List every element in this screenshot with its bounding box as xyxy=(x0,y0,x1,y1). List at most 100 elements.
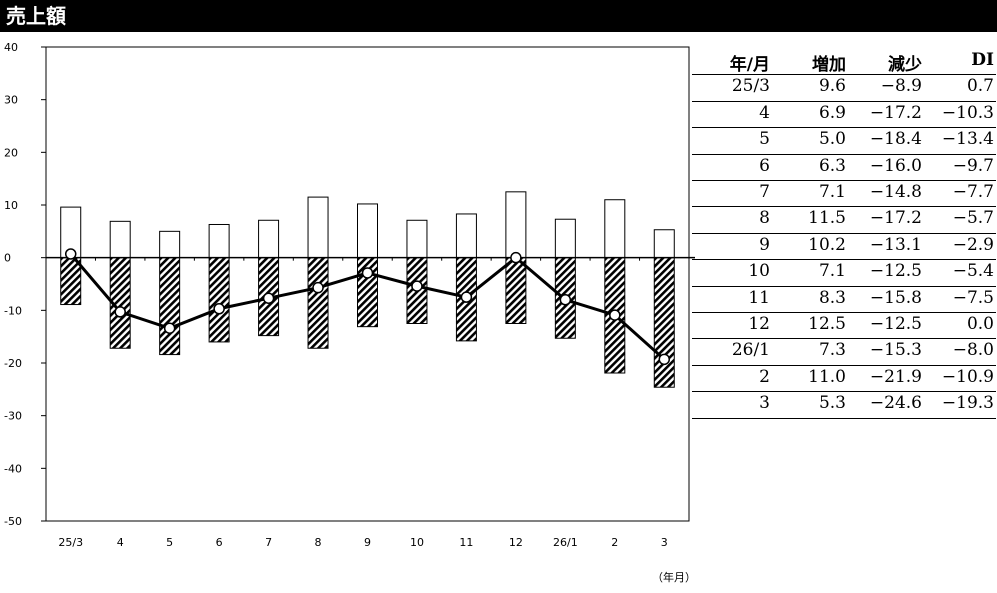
table-cell: −10.9 xyxy=(941,366,994,387)
y-axis: 40 30 20 10 0 -10 -20 -30 -40 -50 xyxy=(4,41,46,528)
x-tick-label: 4 xyxy=(117,536,124,549)
y-tick-label: 40 xyxy=(4,41,18,54)
table-row: 3 5.3 −24.6 −19.3 xyxy=(692,391,996,419)
x-tick-label: 12 xyxy=(509,536,523,549)
di-point xyxy=(114,306,126,318)
table-cell: −5.4 xyxy=(952,261,994,282)
x-tick-label: 8 xyxy=(315,536,322,549)
chart-title: 売上額 xyxy=(6,4,66,28)
table-row: 5 5.0 −18.4 −13.4 xyxy=(692,127,996,155)
table-row: 2 11.0 −21.9 −10.9 xyxy=(692,365,996,393)
table-cell: −8.0 xyxy=(952,340,994,361)
table-cell: −21.9 xyxy=(869,366,922,387)
plot-frame xyxy=(45,46,690,522)
bars xyxy=(60,191,675,388)
x-tick-label: 25/3 xyxy=(58,536,83,549)
table-header-cell: 年/月 xyxy=(729,55,770,75)
table-cell: 4 xyxy=(759,102,770,123)
table-cell: −13.4 xyxy=(941,129,994,150)
table-cell: −14.8 xyxy=(869,182,922,202)
y-tick-label: -40 xyxy=(4,462,22,475)
di-point xyxy=(658,353,671,366)
table-cell: 26/1 xyxy=(731,340,770,361)
table-cell: −19.3 xyxy=(941,393,994,414)
bar-increase xyxy=(258,219,280,259)
di-point xyxy=(559,294,572,306)
table-cell: 10 xyxy=(748,261,770,282)
y-tick-label: 10 xyxy=(4,199,18,212)
table-cell: 7.3 xyxy=(818,340,846,361)
di-point xyxy=(460,291,473,303)
y-tick-label: 20 xyxy=(4,146,18,159)
table-cell: 2 xyxy=(759,366,770,387)
table-cell: 6.9 xyxy=(818,102,846,123)
title-bar: 売上額 xyxy=(0,0,997,32)
table-cell: 5.0 xyxy=(818,129,846,150)
y-tick-label: -50 xyxy=(4,515,22,528)
x-tick-label: 7 xyxy=(265,536,272,549)
table-cell: −24.6 xyxy=(869,393,922,414)
bar-increase xyxy=(307,196,329,259)
x-tick-label: 11 xyxy=(459,536,473,549)
bar-decrease xyxy=(505,257,527,324)
table-cell: 3 xyxy=(759,393,770,414)
table-cell: 11.5 xyxy=(808,208,846,229)
table-row: 25/3 9.6 −8.9 0.7 xyxy=(692,74,996,102)
di-point xyxy=(163,322,176,334)
x-tick-label: 9 xyxy=(364,536,371,549)
bar-increase xyxy=(455,213,477,259)
table-cell: −15.3 xyxy=(869,340,922,361)
table-cell: −17.2 xyxy=(869,208,922,229)
table-cell: 9.6 xyxy=(818,76,846,97)
table-row: 8 11.5 −17.2 −5.7 xyxy=(692,206,996,234)
table-cell: −16.0 xyxy=(869,155,922,176)
table-cell: −10.3 xyxy=(941,102,994,123)
table-cell: −18.4 xyxy=(869,129,922,150)
x-tick-label: 26/1 xyxy=(553,536,578,549)
di-point xyxy=(411,280,423,292)
table-cell: 11.0 xyxy=(808,366,846,387)
table-cell: 0.0 xyxy=(966,314,994,334)
table-cell: 10.2 xyxy=(808,234,846,255)
table-row: 10 7.1 −12.5 −5.4 xyxy=(692,259,996,287)
bar-decrease xyxy=(307,257,329,349)
table-cell: −5.7 xyxy=(952,208,994,229)
x-tick-label: 10 xyxy=(410,536,424,549)
table-header-cell: 減少 xyxy=(888,55,922,75)
table-header-cell: 増加 xyxy=(812,55,846,75)
table-row: 4 6.9 −17.2 −10.3 xyxy=(692,101,996,129)
table-cell: 5 xyxy=(759,129,770,150)
table-cell: 9 xyxy=(759,234,770,255)
bar-decrease xyxy=(60,257,82,306)
table-cell: −12.5 xyxy=(869,314,922,334)
table-cell: −17.2 xyxy=(869,102,922,123)
bar-increase xyxy=(505,191,527,259)
y-tick-label: 0 xyxy=(4,252,11,265)
table-cell: −15.8 xyxy=(869,287,922,308)
di-point xyxy=(609,309,621,321)
bar-increase xyxy=(554,218,576,259)
table-cell: −7.7 xyxy=(952,182,994,202)
table-cell: 25/3 xyxy=(731,76,770,97)
table-cell: 6 xyxy=(759,155,770,176)
x-axis-unit-label: （年月） xyxy=(652,570,696,584)
bar-increase xyxy=(159,230,181,259)
table-row: 11 8.3 −15.8 −7.5 xyxy=(692,286,996,313)
di-point xyxy=(312,281,324,294)
bar-increase xyxy=(109,220,131,259)
di-point xyxy=(64,248,77,260)
table-cell: 11 xyxy=(748,287,770,308)
bar-decrease xyxy=(653,257,675,388)
x-tick-label: 3 xyxy=(661,536,668,549)
table-row: 12 12.5 −12.5 0.0 xyxy=(692,312,996,340)
di-point xyxy=(262,292,275,304)
bar-increase xyxy=(406,219,428,259)
x-tick-label: 5 xyxy=(166,536,173,549)
table-cell: 7.1 xyxy=(818,182,846,202)
table-header-cell: DI xyxy=(971,50,994,70)
y-tick-label: -10 xyxy=(4,304,22,317)
bar-decrease xyxy=(208,257,230,343)
di-point xyxy=(213,303,225,315)
table-row: 6 6.3 −16.0 −9.7 xyxy=(692,154,996,181)
